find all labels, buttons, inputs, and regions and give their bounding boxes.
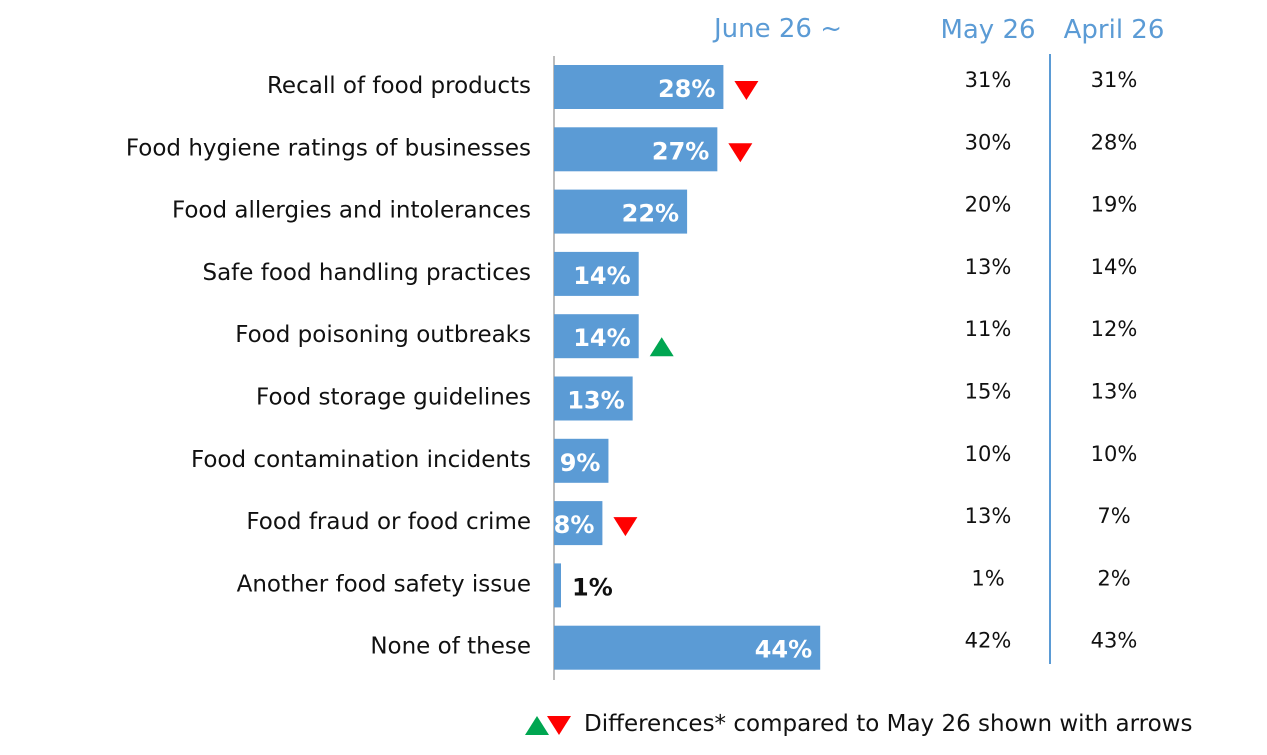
category-label: Another food safety issue bbox=[237, 571, 531, 597]
bar-value-label: 28% bbox=[658, 75, 715, 103]
may-value: 15% bbox=[965, 380, 1012, 404]
category-label: Safe food handling practices bbox=[202, 260, 531, 286]
legend: Differences* compared to May 26 shown wi… bbox=[525, 711, 1192, 737]
legend-text: Differences* compared to May 26 shown wi… bbox=[584, 711, 1192, 737]
bar-row: Food allergies and intolerances 22% 20% 19% bbox=[172, 189, 1138, 234]
bar bbox=[554, 127, 718, 172]
bar-row: Food hygiene ratings of businesses 27% 30%… bbox=[126, 127, 1138, 172]
bar-row: Recall of food products 28% 31% 31% bbox=[267, 65, 1137, 109]
down-arrow-icon bbox=[613, 517, 638, 537]
header-april: April 26 bbox=[1064, 15, 1165, 45]
bar-row: Another food safety issue 1% 1% 2% bbox=[237, 563, 1131, 608]
category-label: None of these bbox=[370, 634, 531, 660]
april-value: 12% bbox=[1091, 317, 1138, 341]
down-arrow-icon bbox=[734, 81, 759, 100]
bar bbox=[554, 251, 639, 296]
bar-value-label: 9% bbox=[560, 449, 601, 477]
bar-value-label: 8% bbox=[554, 511, 595, 539]
may-value: 13% bbox=[965, 255, 1012, 279]
bar bbox=[554, 376, 633, 421]
may-value: 31% bbox=[965, 68, 1012, 92]
bar-row: Food poisoning outbreaks 14% 11% 12% bbox=[235, 314, 1138, 359]
may-value: 30% bbox=[965, 130, 1012, 154]
bar-row: None of these 44% 42% 43% bbox=[370, 625, 1138, 670]
header-may: May 26 bbox=[940, 15, 1035, 45]
may-value: 10% bbox=[965, 442, 1012, 466]
bar bbox=[554, 65, 724, 109]
category-label: Food fraud or food crime bbox=[246, 509, 531, 535]
bar-row: Food storage guidelines 13% 15% 13% bbox=[256, 376, 1138, 421]
bar-value-label: 13% bbox=[567, 387, 624, 415]
category-label: Recall of food products bbox=[267, 73, 531, 99]
may-value: 11% bbox=[965, 317, 1012, 341]
up-arrow-icon bbox=[649, 337, 674, 357]
bar bbox=[554, 563, 561, 608]
bar-row: Food contamination incidents 9% 10% 10% bbox=[191, 438, 1138, 483]
bar-row: Safe food handling practices 14% 13% 14% bbox=[202, 251, 1138, 296]
bar-value-label: 14% bbox=[573, 324, 630, 352]
bar bbox=[554, 438, 609, 483]
bar bbox=[554, 501, 603, 546]
april-value: 10% bbox=[1091, 442, 1138, 466]
april-value: 2% bbox=[1097, 566, 1130, 590]
april-value: 13% bbox=[1091, 380, 1138, 404]
may-value: 42% bbox=[965, 629, 1012, 653]
april-value: 14% bbox=[1091, 255, 1138, 279]
bar bbox=[554, 625, 821, 670]
bar bbox=[554, 189, 688, 234]
down-arrow-icon bbox=[728, 143, 753, 163]
category-label: Food storage guidelines bbox=[256, 385, 531, 411]
may-value: 20% bbox=[965, 193, 1012, 217]
category-label: Food hygiene ratings of businesses bbox=[126, 135, 531, 161]
bar bbox=[554, 314, 639, 359]
april-value: 31% bbox=[1091, 68, 1138, 92]
category-label: Food poisoning outbreaks bbox=[235, 322, 531, 348]
legend-up-arrow-icon bbox=[525, 716, 549, 735]
category-label: Food allergies and intolerances bbox=[172, 198, 531, 224]
bar-value-label: 27% bbox=[652, 137, 709, 165]
bar-value-label: 14% bbox=[573, 262, 630, 290]
april-value: 28% bbox=[1091, 130, 1138, 154]
header-june: June 26 ~ bbox=[712, 14, 842, 44]
may-value: 1% bbox=[971, 566, 1004, 590]
may-value: 13% bbox=[965, 504, 1012, 528]
bar-value-label: 22% bbox=[622, 200, 679, 228]
april-value: 43% bbox=[1091, 629, 1138, 653]
bar-value-label: 1% bbox=[572, 573, 613, 601]
bar-value-label: 44% bbox=[755, 636, 812, 664]
april-value: 19% bbox=[1091, 193, 1138, 217]
category-label: Food contamination incidents bbox=[191, 447, 531, 473]
legend-down-arrow-icon bbox=[547, 716, 571, 735]
april-value: 7% bbox=[1097, 504, 1130, 528]
bar-row: Food fraud or food crime 8% 13% 7% bbox=[246, 501, 1131, 546]
